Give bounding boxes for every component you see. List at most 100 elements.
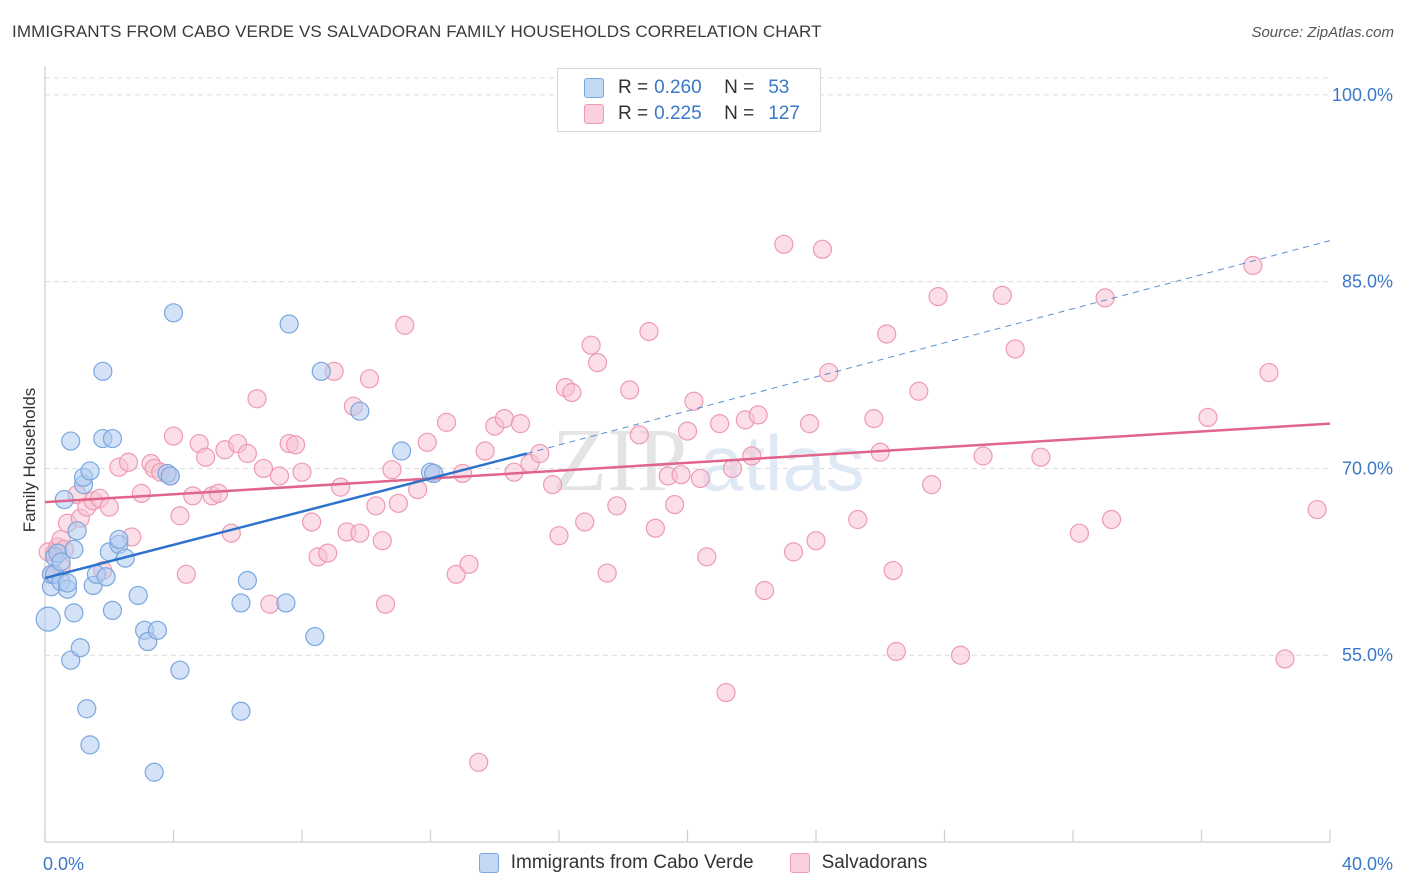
cabo-verde-point: [64, 603, 84, 623]
salvadorans-point: [922, 475, 942, 495]
salvadorans-point: [469, 752, 489, 772]
salvadorans-point: [1005, 339, 1025, 359]
cabo-verde-point: [160, 466, 180, 486]
salvadorans-point: [671, 465, 691, 485]
series-legend: Immigrants from Cabo Verde Salvadorans: [0, 852, 1406, 874]
salvadorans-point: [677, 421, 698, 441]
salvadorans-point: [302, 512, 322, 532]
grid-lines: [45, 77, 1330, 656]
salvadorans-point: [359, 369, 380, 389]
legend-item-cabo-verde[interactable]: Immigrants from Cabo Verde: [478, 852, 754, 874]
salvadorans-point: [388, 493, 408, 513]
legend-item-salvadorans[interactable]: Salvadorans: [789, 852, 928, 874]
salvadorans-point: [754, 580, 775, 601]
salvadorans-point: [382, 460, 402, 480]
salvadorans-point: [665, 494, 685, 515]
salvadorans-point: [710, 414, 730, 434]
stats-legend-row-salvadorans: R = 0.225 N = 127: [584, 102, 800, 126]
cabo-verde-point: [80, 735, 100, 755]
salvadorans-point: [562, 382, 582, 403]
salvadorans-point: [742, 446, 762, 466]
x-tick-label: 40.0%: [1342, 854, 1393, 874]
salvadorans-point: [645, 518, 665, 538]
cabo-verde-point: [305, 626, 325, 647]
salvadorans-point: [285, 435, 306, 455]
salvadorans-point: [118, 452, 139, 472]
cabo-verde-point: [231, 593, 251, 613]
salvadorans-point: [99, 497, 119, 517]
salvadorans-point: [973, 446, 993, 466]
n-label: N =: [724, 77, 755, 98]
r-label: R =: [618, 103, 649, 124]
cabo-verde-point: [279, 314, 299, 334]
salvadorans-point: [269, 466, 290, 486]
cabo-verde-point: [70, 638, 90, 658]
salvadorans-point: [372, 531, 392, 551]
n-value: 127: [768, 103, 800, 124]
cabo-verde-point: [57, 573, 78, 593]
salvadorans-point: [549, 526, 569, 546]
salvadorans-point: [446, 564, 466, 584]
cabo-verde-point: [93, 361, 113, 381]
chart-title: IMMIGRANTS FROM CABO VERDE VS SALVADORAN…: [12, 22, 822, 41]
y-tick-label: 85.0%: [1342, 272, 1393, 292]
salvadorans-point: [350, 523, 370, 543]
salvadorans-point: [812, 239, 833, 259]
salvadorans-point: [992, 285, 1012, 305]
r-value: 0.225: [654, 103, 702, 124]
axes: [44, 66, 1331, 843]
salvadorans-points: [38, 234, 1327, 772]
salvadorans-point: [950, 645, 971, 665]
salvadorans-point: [697, 547, 717, 567]
n-label: N =: [724, 103, 755, 124]
cabo-verde-point: [102, 600, 123, 621]
y-axis-label: Family Households: [20, 387, 39, 533]
stats-legend-row-cabo-verde: R = 0.260 N = 53: [584, 76, 789, 100]
salvadorans-point: [1275, 649, 1295, 669]
salvadorans-point: [318, 543, 338, 563]
salvadorans-point: [183, 486, 203, 506]
salvadorans-point: [716, 682, 736, 703]
stats-legend: R = 0.260 N = 53 R = 0.225 N = 127: [557, 68, 821, 132]
salvadorans-point: [542, 475, 563, 495]
n-value: 53: [768, 77, 790, 98]
cabo-verde-point: [51, 552, 71, 572]
salvadorans-point: [1243, 255, 1263, 276]
salvadorans-point: [375, 594, 396, 614]
x-tick-label: 0.0%: [43, 854, 84, 874]
cabo-verde-point: [163, 303, 184, 323]
cabo-verde-point: [144, 762, 164, 782]
salvadorans-point: [260, 594, 280, 614]
salvadorans-point: [629, 425, 649, 445]
cabo-verde-point: [311, 361, 331, 381]
cabo-verde-point: [102, 428, 123, 449]
legend-swatch-pink: [789, 853, 810, 873]
salvadorans-point: [639, 321, 659, 342]
salvadorans-point: [783, 542, 804, 562]
salvadorans-point: [1031, 447, 1051, 467]
y-tick-label: 55.0%: [1342, 645, 1393, 665]
tick-labels: 55.0% 70.0% 85.0% 100.0% 0.0% 40.0%: [43, 85, 1393, 874]
legend-label: Salvadorans: [821, 852, 928, 873]
salvadorans-point: [690, 468, 710, 489]
salvadorans-point: [1307, 499, 1327, 520]
salvadorans-point: [253, 458, 274, 479]
r-value: 0.260: [654, 77, 702, 98]
salvadorans-point: [436, 412, 457, 432]
cabo-verde-point: [35, 606, 61, 632]
salvadorans-point: [748, 405, 768, 425]
salvadorans-point: [848, 509, 868, 530]
salvadorans-point: [510, 414, 531, 434]
salvadorans-point: [587, 353, 608, 373]
cabo-verde-trend-line: [44, 452, 528, 580]
cabo-verde-point: [96, 567, 116, 587]
salvadorans-point: [909, 381, 929, 401]
salvadorans-point: [1198, 407, 1218, 427]
salvadorans-point: [247, 389, 267, 409]
salvadorans-point: [494, 409, 514, 429]
salvadorans-point: [196, 447, 216, 467]
salvadorans-trend-line: [44, 422, 1331, 504]
cabo-verde-points: [35, 303, 444, 782]
salvadorans-point: [530, 443, 550, 464]
